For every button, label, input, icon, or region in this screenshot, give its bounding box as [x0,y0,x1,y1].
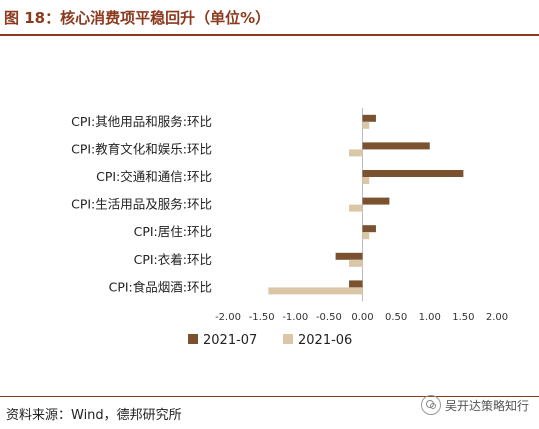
tick-label: 0.50 [385,312,407,323]
bar-2021-06-1 [349,149,363,157]
bar-2021-07-2 [362,170,464,177]
category-labels: CPI:其他用品和服务:环比 CPI:教育文化和娱乐:环比 CPI:交通和通信:环比… [71,114,212,295]
bar-2021-07-0 [362,114,376,122]
tick-label: 1.50 [452,312,474,323]
x-axis-ticks: -2.00 -1.50 -1.00 -0.50 0.00 0.50 1.00 1.50 2.00 [215,312,508,323]
legend-swatch-2021-07 [188,334,198,344]
title-divider [0,34,539,36]
watermark: 吴开达策略知行 [420,394,529,416]
bar-2021-07-3 [362,197,390,205]
bar-2021-06-3 [349,204,363,212]
tick-label: -1.00 [282,312,308,323]
category-label: CPI:教育文化和娱乐:环比 [71,141,212,156]
source-note: 资料来源：Wind，德邦研究所 [6,408,182,423]
legend-label-2021-06: 2021-06 [298,333,352,348]
category-label: CPI:居住:环比 [134,224,212,239]
bar-2021-07-1 [362,142,430,150]
tick-label: -0.50 [316,312,342,323]
tick-label: -2.00 [215,312,241,323]
wechat-icon [420,395,441,415]
tick-label: 1.00 [419,312,441,323]
bar-2021-06-2 [362,177,370,184]
bars-group [268,108,464,302]
tick-label: -1.50 [249,312,275,323]
category-label: CPI:生活用品及服务:环比 [71,197,212,212]
bar-2021-06-0 [362,121,370,129]
figure-title: 图 18：核心消费项平稳回升（单位%） [4,8,271,27]
bar-2021-07-5 [335,252,363,260]
tick-label: 2.00 [486,312,508,323]
bar-2021-07-6 [349,280,363,288]
bar-2021-06-4 [362,232,370,240]
legend-label-2021-07: 2021-07 [203,333,257,348]
tick-label: 0.00 [351,312,373,323]
bar-2021-06-5 [349,259,363,267]
category-label: CPI:其他用品和服务:环比 [71,114,212,129]
legend-swatch-2021-06 [283,334,293,344]
category-label: CPI:衣着:环比 [134,252,212,267]
legend: 2021-07 2021-06 [188,333,352,348]
footer-divider [0,396,539,397]
category-label: CPI:交通和通信:环比 [96,169,212,184]
bar-2021-07-4 [362,225,376,233]
bar-2021-06-6 [268,287,363,295]
watermark-text: 吴开达策略知行 [444,398,529,413]
category-label: CPI:食品烟酒:环比 [109,279,212,294]
